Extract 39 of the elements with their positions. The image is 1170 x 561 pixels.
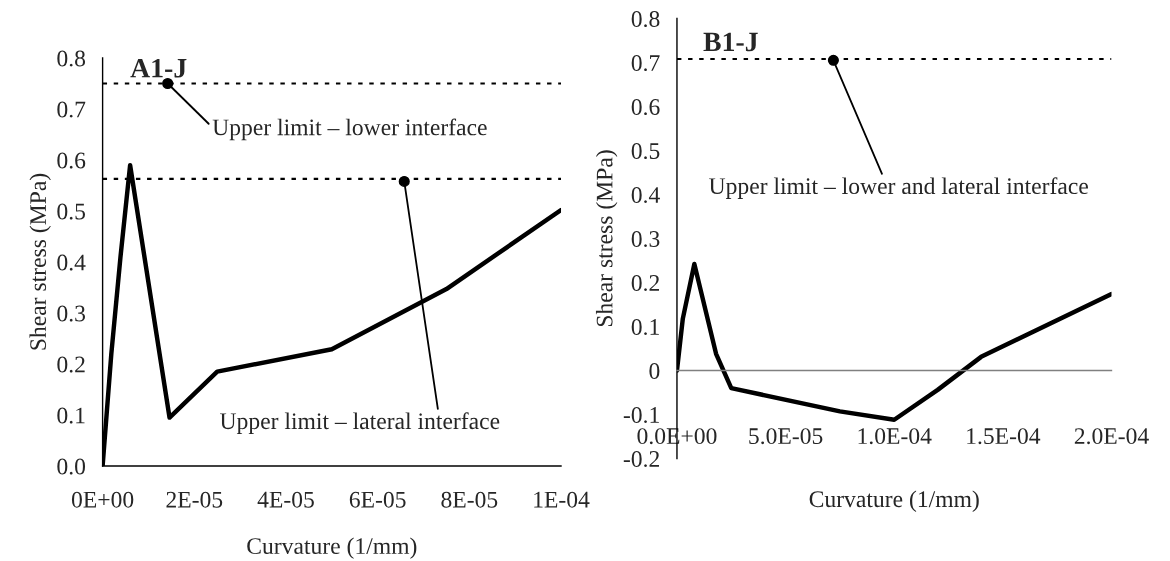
x-tick-label: 2.0E-04	[1074, 428, 1149, 445]
y-tick-label: -0.1	[623, 407, 659, 424]
y-axis-title: Shear stress (MPa)	[595, 150, 618, 327]
y-tick-label: 0.8	[57, 50, 86, 67]
y-tick-label: 0.5	[57, 203, 86, 220]
x-tick-label: 0E+00	[71, 491, 134, 508]
y-tick-label: 0.1	[57, 407, 85, 424]
y-tick-label: 0	[649, 363, 660, 379]
y-tick-label: 0.3	[631, 231, 660, 248]
annotation: Upper limit – lateral interface	[220, 412, 500, 434]
x-axis-title: Curvature (1/mm)	[247, 537, 417, 559]
y-tick-label: 0.6	[57, 152, 86, 169]
x-tick-label: 1.5E-04	[967, 428, 1041, 445]
chart-title: B1-J	[703, 32, 758, 52]
x-tick-label: 5.0E-05	[749, 428, 823, 445]
x-tick-label: 8E-05	[441, 491, 498, 508]
y-tick-label: 0.3	[57, 305, 86, 322]
y-tick-label: 0.2	[57, 356, 85, 373]
y-tick-label: 0.8	[631, 11, 660, 28]
x-tick-label: 4E-05	[257, 491, 314, 508]
y-tick-label: 0.1	[631, 319, 659, 336]
x-tick-label: 1E-04	[534, 491, 590, 508]
x-tick-label: 6E-05	[349, 491, 406, 508]
y-tick-label: -0.2	[623, 451, 659, 468]
y-tick-label: 0.4	[631, 187, 660, 204]
y-tick-label: 0.7	[631, 55, 660, 72]
x-tick-label: 2E-05	[166, 491, 223, 508]
y-tick-label: 0.0	[57, 458, 86, 475]
y-tick-label: 0.4	[57, 254, 86, 271]
y-tick-label: 0.2	[631, 275, 659, 292]
y-tick-label: 0.6	[631, 99, 660, 116]
x-axis-title: Curvature (1/mm)	[809, 490, 979, 512]
x-tick-label: 1.0E-04	[858, 428, 932, 445]
annotation: Upper limit – lower interface	[212, 118, 487, 141]
y-tick-label: 0.5	[631, 143, 660, 160]
annotation: Upper limit – lower and lateral interface	[709, 177, 1088, 199]
y-tick-label: 0.7	[57, 101, 86, 118]
y-axis-title: Shear stress (MPa)	[29, 173, 51, 350]
chart-title: A1-J	[130, 58, 187, 78]
